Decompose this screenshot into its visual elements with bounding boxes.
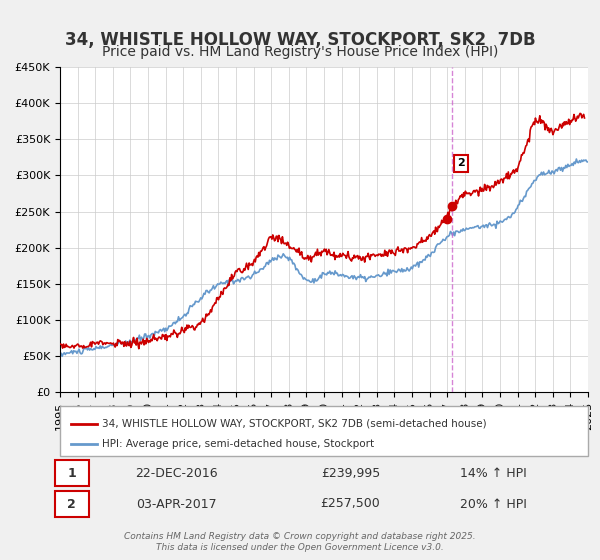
Text: 2: 2: [67, 497, 76, 511]
Text: 34, WHISTLE HOLLOW WAY, STOCKPORT, SK2 7DB (semi-detached house): 34, WHISTLE HOLLOW WAY, STOCKPORT, SK2 7…: [102, 419, 487, 428]
Text: £257,500: £257,500: [320, 497, 380, 511]
FancyBboxPatch shape: [60, 406, 588, 456]
Text: 2: 2: [457, 158, 465, 169]
Text: 1: 1: [67, 466, 76, 480]
Text: 03-APR-2017: 03-APR-2017: [136, 497, 217, 511]
Text: 20% ↑ HPI: 20% ↑ HPI: [460, 497, 526, 511]
Text: HPI: Average price, semi-detached house, Stockport: HPI: Average price, semi-detached house,…: [102, 439, 374, 449]
Text: Contains HM Land Registry data © Crown copyright and database right 2025.
This d: Contains HM Land Registry data © Crown c…: [124, 532, 476, 552]
FancyBboxPatch shape: [55, 460, 89, 486]
FancyBboxPatch shape: [55, 491, 89, 517]
Text: 34, WHISTLE HOLLOW WAY, STOCKPORT, SK2  7DB: 34, WHISTLE HOLLOW WAY, STOCKPORT, SK2 7…: [65, 31, 535, 49]
Text: 14% ↑ HPI: 14% ↑ HPI: [460, 466, 526, 480]
Text: Price paid vs. HM Land Registry's House Price Index (HPI): Price paid vs. HM Land Registry's House …: [102, 45, 498, 59]
Text: 22-DEC-2016: 22-DEC-2016: [135, 466, 217, 480]
Text: £239,995: £239,995: [321, 466, 380, 480]
